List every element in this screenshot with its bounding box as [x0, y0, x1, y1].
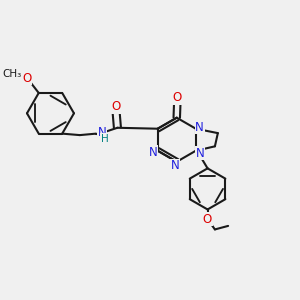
Text: O: O — [202, 213, 212, 226]
Text: O: O — [22, 72, 32, 85]
Text: N: N — [98, 126, 106, 139]
Text: O: O — [111, 100, 121, 113]
Text: N: N — [196, 147, 204, 160]
Text: CH₃: CH₃ — [2, 69, 21, 80]
Text: N: N — [149, 146, 158, 159]
Text: N: N — [195, 121, 204, 134]
Text: O: O — [173, 91, 182, 104]
Text: H: H — [101, 134, 109, 144]
Text: N: N — [171, 159, 180, 172]
